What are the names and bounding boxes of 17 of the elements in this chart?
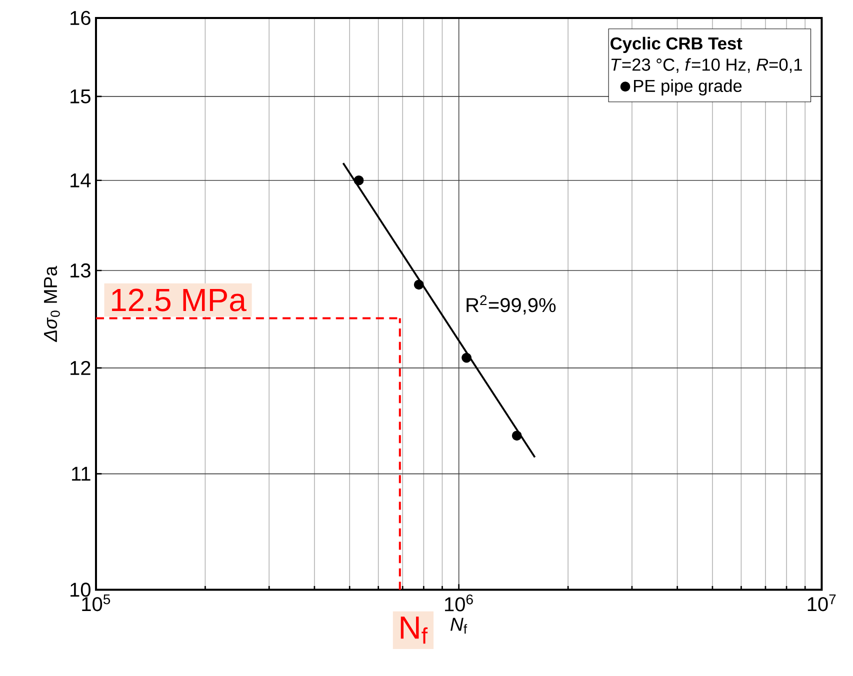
y-tick-label: 15	[70, 90, 90, 104]
y-tick-label: 11	[72, 467, 90, 481]
x-tick-label: 10$^{6}$	[445, 594, 473, 612]
ref-line-label: N$_{f}$	[400, 616, 428, 644]
y-tick-label: 12	[70, 361, 90, 376]
y-tick-label: 13	[70, 264, 90, 278]
x-axis-title: N$_{f}$	[450, 618, 468, 634]
legend-label: PE pipe grade	[634, 79, 742, 96]
annotation: R$^{2}$=99,9%	[466, 295, 556, 315]
y-tick-label: 14	[70, 174, 91, 188]
y-tick-label: 10	[70, 582, 90, 597]
ref-line-label: 12.5 MPa	[112, 288, 246, 312]
y-tick-label: 16	[70, 10, 90, 26]
x-tick-label: 10$^{7}$	[808, 594, 836, 612]
legend-title: Cyclic CRB Test	[610, 36, 742, 54]
y-axis-title: Δσ$_{0}$ MPa	[44, 266, 60, 342]
annotation: T=23 °C, f=10 Hz, R=0,1	[611, 58, 802, 73]
